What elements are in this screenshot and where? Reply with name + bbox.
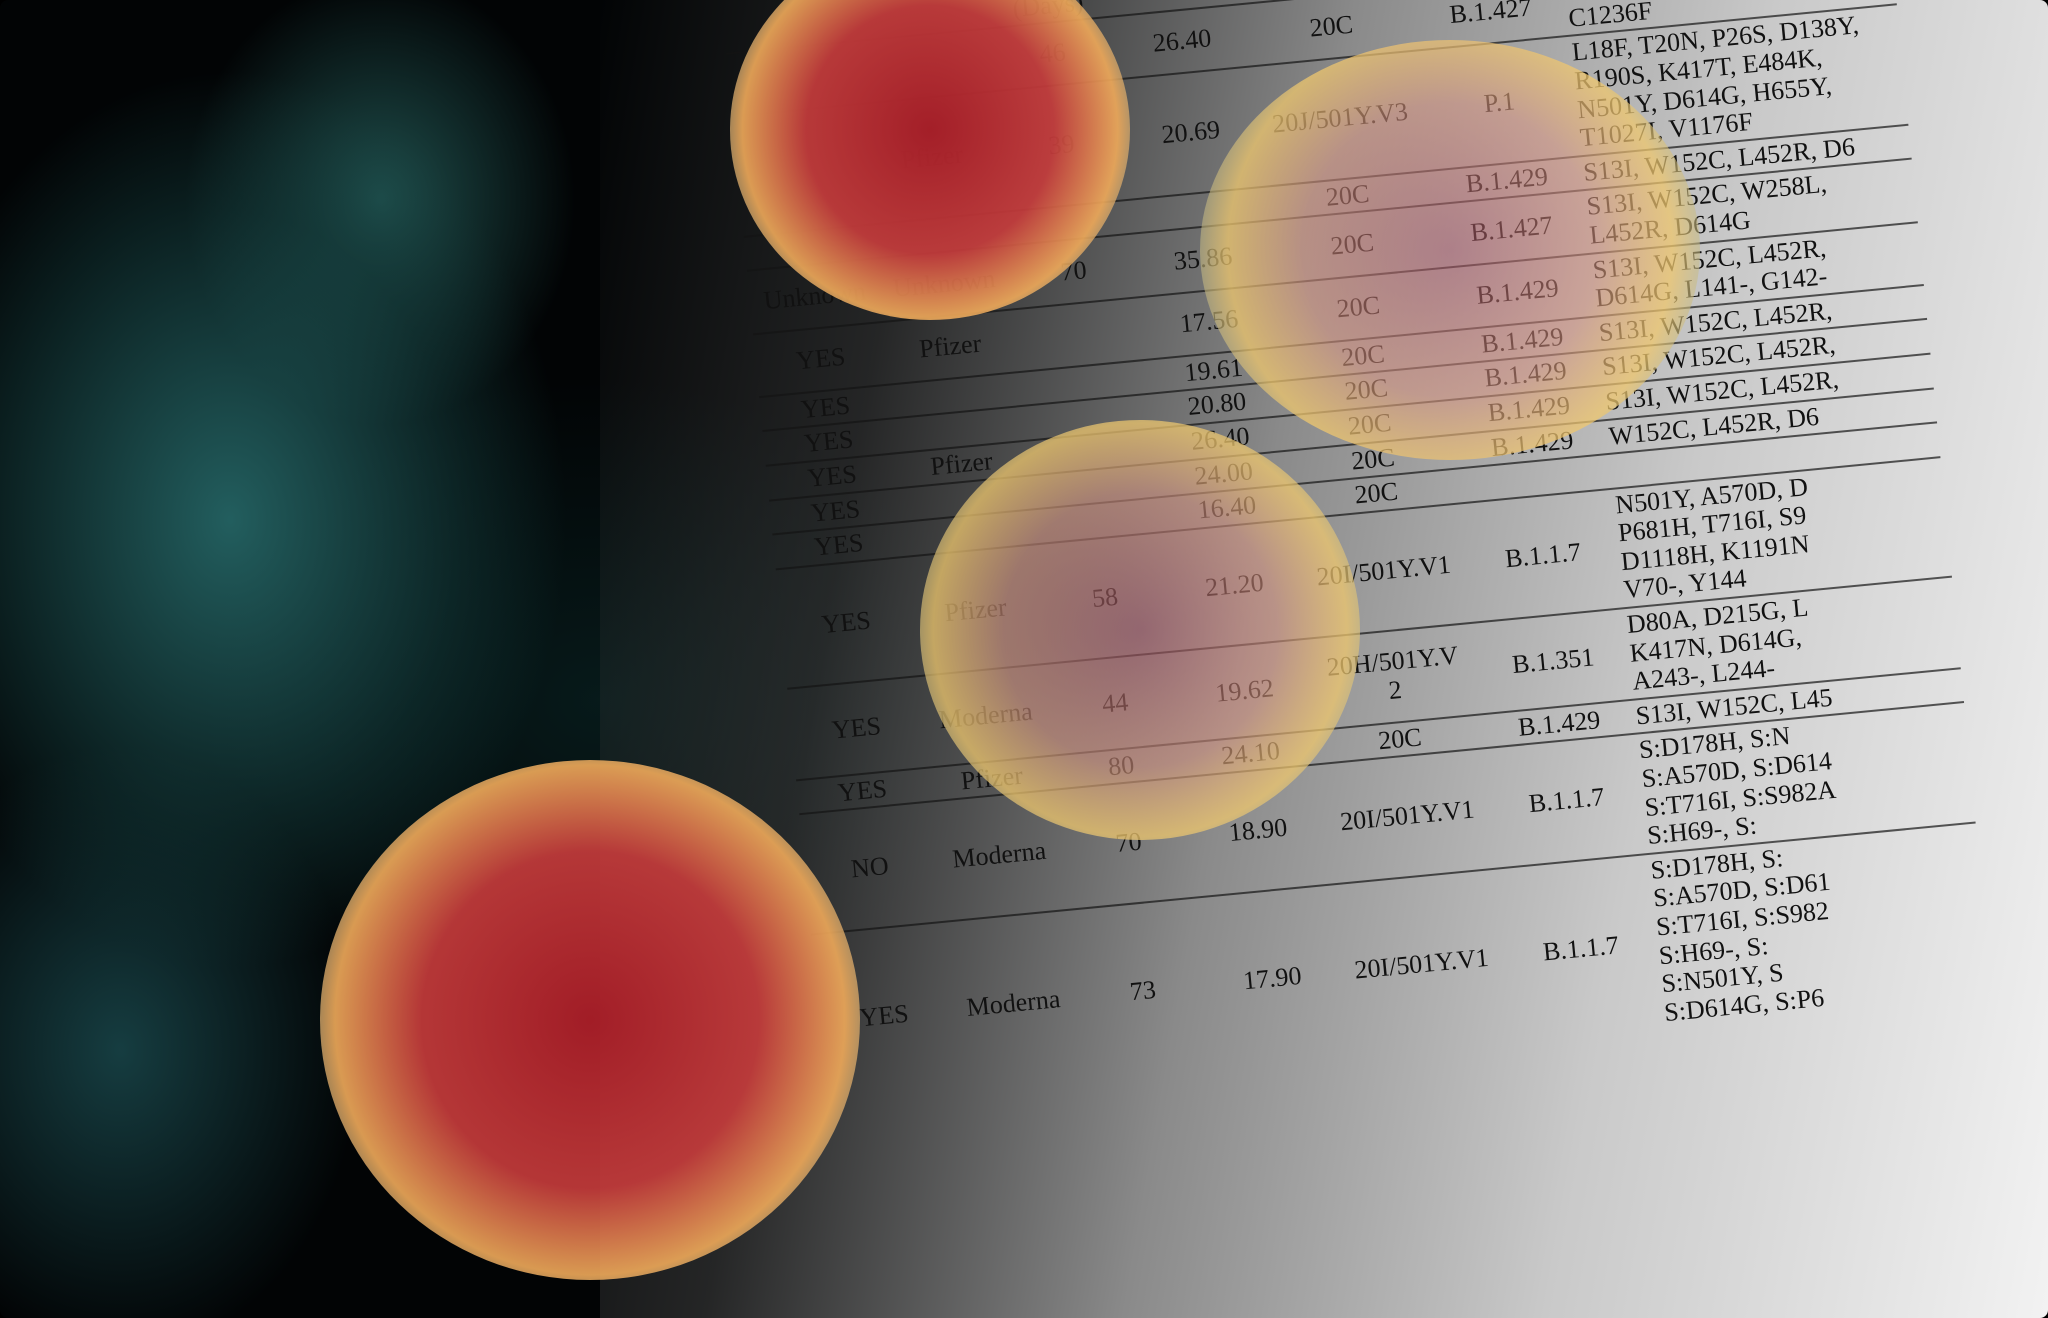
- table-cell: 20H/501Y.V 2: [1325, 640, 1460, 706]
- table-cell: [1133, 202, 1263, 218]
- table-cell: [1461, 469, 1611, 487]
- table-cell: [1019, 375, 1149, 391]
- table-cell: 20I/501Y.V1: [1338, 794, 1476, 837]
- table-cell: Pfizer: [899, 139, 965, 175]
- table-cell: 73: [1128, 975, 1158, 1007]
- table-cell: 46: [1038, 37, 1067, 70]
- table-cell: Pfizer: [943, 592, 1008, 627]
- table-cell: 20J/501Y.V3: [1271, 96, 1410, 139]
- table-cell: [858, 58, 988, 74]
- table-cell: NO: [849, 851, 890, 884]
- table-cell: [723, 8, 853, 24]
- table-cell: [890, 387, 1020, 403]
- table-cell: 35.86: [1172, 240, 1234, 276]
- table-cell: Moderna: [937, 696, 1034, 734]
- table-cell: [1033, 512, 1163, 528]
- table-cell: 20C: [1335, 290, 1382, 324]
- table-cell: 39: [1047, 129, 1076, 161]
- table-cell: 70: [1114, 826, 1143, 859]
- table-cell: 19.62: [1214, 672, 1276, 708]
- table-cell: Pfizer: [917, 328, 983, 364]
- table-cell: B.1.1.7: [1527, 782, 1606, 819]
- table-cell: Unknown: [762, 276, 868, 315]
- table-cell: Ct: [1110, 0, 1243, 1]
- table-cell: YES: [858, 999, 910, 1033]
- table-cell: [903, 525, 1033, 541]
- table-cell: 21.20: [1203, 567, 1265, 602]
- table-cell: [1026, 444, 1156, 460]
- table-cell: [729, 71, 859, 87]
- table-cell: 70: [1059, 254, 1088, 287]
- table-cell: [738, 162, 868, 178]
- table-cell: [893, 422, 1023, 438]
- table-cell: 26.40: [1151, 23, 1213, 59]
- table-cell: B.1.1.7: [1541, 930, 1620, 967]
- table-cell: [745, 239, 875, 255]
- table-cell: 20I/501Y.V1: [1353, 943, 1490, 985]
- table-cell: Moderna: [951, 836, 1048, 874]
- table-cell: [1023, 409, 1153, 425]
- table-cell: 17.56: [1178, 303, 1240, 339]
- table-cell: B.1.427: [1469, 209, 1554, 247]
- table-cell: [1004, 214, 1134, 230]
- table-cell: YES: [820, 605, 872, 639]
- table-cell: B.1.429: [1475, 272, 1560, 310]
- table-cell: 17.90: [1241, 961, 1303, 996]
- table-cell: B.1.1.7: [1503, 536, 1583, 573]
- table-cell: P.1: [1482, 86, 1517, 119]
- table-cell: [1029, 478, 1159, 494]
- table-cell: B.1.427: [1448, 0, 1533, 30]
- table-cell: [1015, 326, 1145, 342]
- table-cell: 18.90: [1227, 812, 1289, 848]
- variant-table: Collection (Days)CtLineage4626.4020CB.1.…: [720, 0, 1993, 1111]
- table-cell: Unknown: [891, 263, 997, 303]
- table-cell: YES: [830, 710, 883, 745]
- table-cell: [852, 0, 982, 12]
- table-cell: 44: [1100, 686, 1130, 719]
- table-cell: 20I/501Y.V1: [1315, 549, 1453, 592]
- table-cell: [875, 227, 1005, 243]
- table-cell: 20.69: [1160, 115, 1222, 150]
- table-cell: [900, 490, 1030, 506]
- table-cell: 20C: [1329, 227, 1376, 261]
- table-cell: B.1.351: [1510, 642, 1596, 679]
- table-cell: 20C: [1308, 10, 1355, 44]
- table-cell: Moderna: [965, 984, 1062, 1023]
- table-cell: 58: [1090, 581, 1120, 613]
- table-cell: S:D178H, S: S:A570D, S:D61 S:T716I, S:S9…: [1649, 842, 1832, 1027]
- table-cell: YES: [794, 341, 847, 376]
